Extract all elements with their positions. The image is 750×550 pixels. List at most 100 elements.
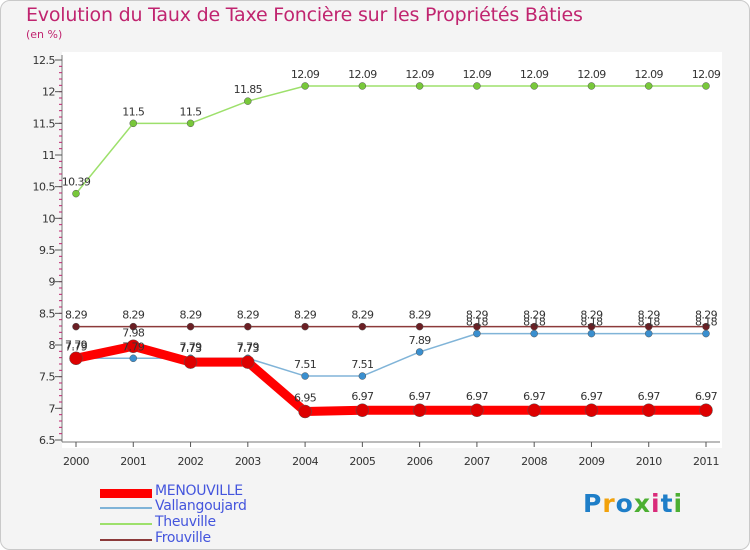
logo-letter: r (602, 489, 616, 518)
data-label-vallangoujard: 7.79 (237, 340, 260, 353)
x-tick-label: 2003 (235, 455, 261, 468)
x-tick-label: 2010 (636, 455, 662, 468)
x-tick-label: 2008 (521, 455, 547, 468)
data-point-frouville (129, 322, 138, 331)
x-tick-label: 2002 (178, 455, 204, 468)
data-label-vallangoujard: 8.18 (580, 316, 603, 329)
data-point-menouville (699, 403, 713, 417)
legend-label: Vallangoujard (155, 498, 247, 514)
proxiti-logo: Proxiti (583, 489, 683, 518)
data-point-frouville (587, 322, 596, 331)
data-label-frouville: 8.29 (580, 309, 603, 322)
data-point-menouville (641, 403, 656, 417)
data-label-menouville: 6.97 (466, 390, 489, 403)
legend-swatch (100, 488, 152, 498)
data-point-menouville (527, 403, 541, 417)
data-point-theuville (129, 119, 138, 128)
data-label-theuville: 11.5 (122, 105, 145, 118)
data-label-theuville: 12.09 (348, 68, 377, 81)
data-point-frouville (72, 322, 80, 331)
data-point-vallangoujard (644, 329, 653, 338)
y-tick-label: 7 (49, 402, 56, 415)
legend-label: Theuville (155, 514, 216, 530)
data-label-menouville: 6.95 (294, 392, 317, 405)
data-point-menouville (69, 351, 83, 366)
data-label-vallangoujard: 7.89 (409, 334, 432, 347)
x-tick-label: 2007 (464, 455, 490, 468)
data-label-vallangoujard: 7.79 (179, 340, 202, 353)
data-point-vallangoujard (415, 348, 424, 356)
data-point-theuville (587, 82, 596, 90)
logo-letter: o (615, 489, 634, 518)
y-tick-label: 10.5 (33, 181, 56, 194)
data-point-theuville (301, 82, 309, 90)
data-point-theuville (530, 82, 538, 90)
data-point-menouville (183, 355, 198, 369)
y-tick-label: 9 (49, 276, 56, 289)
y-tick-label: 11 (42, 149, 55, 162)
x-tick-label: 2004 (292, 455, 318, 468)
legend-swatch (100, 539, 152, 541)
logo-letter: i (651, 489, 661, 518)
legend-swatch (100, 507, 152, 509)
data-point-theuville (358, 82, 367, 90)
data-label-vallangoujard: 7.51 (294, 358, 316, 371)
data-label-theuville: 12.09 (463, 68, 492, 81)
data-label-menouville: 7.73 (237, 342, 260, 355)
x-tick-label: 2000 (63, 455, 89, 468)
y-tick-label: 6.5 (39, 434, 55, 447)
series-line-menouville (71, 341, 711, 416)
data-point-menouville (412, 403, 427, 417)
data-label-theuville: 12.09 (291, 68, 320, 81)
data-label-frouville: 8.29 (122, 309, 145, 322)
logo-letter: P (583, 489, 603, 518)
legend-label: Frouville (155, 530, 211, 546)
data-label-menouville: 6.97 (351, 390, 374, 403)
data-label-vallangoujard: 7.79 (122, 340, 145, 353)
data-point-menouville (126, 339, 141, 354)
data-point-frouville (473, 322, 481, 331)
data-point-menouville (298, 404, 312, 419)
data-point-theuville (644, 82, 653, 90)
data-point-vallangoujard (530, 329, 538, 338)
data-label-frouville: 8.29 (179, 309, 202, 322)
data-point-theuville (244, 97, 252, 105)
data-point-vallangoujard (129, 354, 138, 363)
data-label-theuville: 10.39 (62, 176, 91, 189)
logo-letter: x (633, 489, 651, 518)
data-label-menouville: 6.97 (695, 390, 718, 403)
legend-swatch (100, 523, 152, 525)
logo-letter: t (660, 489, 674, 518)
data-point-menouville (584, 403, 599, 417)
data-point-theuville (702, 82, 710, 90)
x-tick-label: 2005 (349, 455, 375, 468)
data-label-theuville: 12.09 (520, 68, 549, 81)
data-point-vallangoujard (358, 372, 367, 380)
data-point-vallangoujard (702, 329, 710, 338)
data-label-vallangoujard: 7.79 (65, 340, 88, 353)
data-label-frouville: 8.29 (65, 309, 88, 322)
data-point-vallangoujard (473, 329, 481, 338)
data-point-menouville (355, 403, 370, 417)
data-label-menouville: 6.97 (638, 390, 661, 403)
series-line-theuville (75, 85, 707, 195)
data-label-vallangoujard: 7.51 (351, 358, 373, 371)
data-point-frouville (358, 322, 367, 331)
plot-area (62, 52, 722, 448)
data-label-frouville: 8.29 (523, 309, 546, 322)
data-label-theuville: 11.5 (179, 105, 202, 118)
data-point-vallangoujard (587, 329, 596, 338)
data-label-frouville: 8.29 (466, 309, 489, 322)
data-point-frouville (186, 322, 195, 331)
chart-subtitle: (en %) (26, 28, 63, 41)
data-label-theuville: 12.09 (634, 68, 663, 81)
data-label-vallangoujard: 8.18 (523, 316, 546, 329)
legend-label: MENOUVILLE (155, 483, 243, 499)
x-tick-label: 2001 (120, 455, 146, 468)
data-label-vallangoujard: 8.18 (466, 316, 489, 329)
y-tick-label: 9.5 (39, 244, 55, 257)
y-tick-label: 11.5 (33, 117, 56, 130)
data-point-theuville (415, 82, 424, 90)
data-label-vallangoujard: 8.18 (638, 316, 661, 329)
data-label-theuville: 12.09 (692, 68, 721, 81)
